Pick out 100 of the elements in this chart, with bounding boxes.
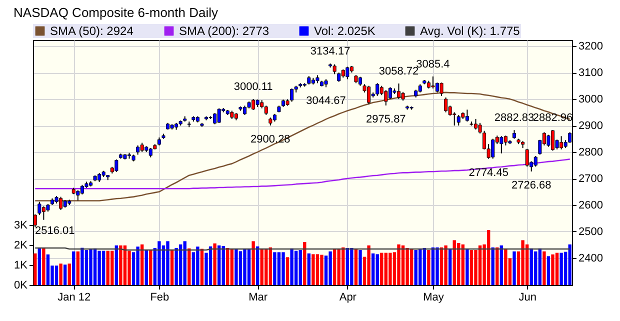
bar xyxy=(422,248,426,285)
bar xyxy=(470,250,474,285)
candlestick xyxy=(217,108,221,124)
y-tick-label: 3100 xyxy=(578,67,603,80)
annotation: 3044.67 xyxy=(306,95,346,108)
bar xyxy=(178,244,182,285)
annotation: 2975.87 xyxy=(366,113,406,126)
x-tick-label: May xyxy=(423,292,444,304)
bar xyxy=(46,254,50,285)
bar xyxy=(521,240,524,285)
bar xyxy=(188,248,191,285)
annotation: 3134.17 xyxy=(310,46,350,58)
bar xyxy=(436,247,439,285)
bar xyxy=(144,250,148,285)
bar xyxy=(222,246,225,285)
candlestick xyxy=(431,76,435,89)
x-tick-label: Jun xyxy=(518,292,536,304)
bar xyxy=(358,250,362,285)
y2-tick-label: 0K xyxy=(14,280,28,292)
bar xyxy=(273,252,276,285)
bar xyxy=(342,247,345,285)
x-tick-label: Mar xyxy=(248,292,268,304)
bar xyxy=(534,251,538,285)
bar xyxy=(418,248,422,285)
line-series xyxy=(34,158,571,190)
candlestick xyxy=(376,82,380,96)
candlestick xyxy=(500,136,504,154)
bar xyxy=(123,245,127,285)
annotation: 3000.11 xyxy=(234,81,273,94)
bar xyxy=(268,247,272,285)
bar xyxy=(504,249,508,285)
candlestick xyxy=(346,66,350,80)
bar xyxy=(478,245,482,285)
bar xyxy=(72,251,76,285)
annotation: 2882.83 xyxy=(494,112,534,124)
bar xyxy=(256,246,260,285)
bar xyxy=(491,247,494,285)
bar xyxy=(371,253,375,285)
y-tick-label: 2700 xyxy=(578,173,603,186)
x-tick-label: Jan 12 xyxy=(58,292,91,304)
bar xyxy=(208,246,212,285)
bar xyxy=(551,254,554,285)
bar xyxy=(140,244,144,285)
bar xyxy=(264,249,268,285)
bar xyxy=(337,249,340,285)
bar xyxy=(316,254,320,285)
annotation: 2516.01 xyxy=(35,225,75,237)
bar xyxy=(525,244,529,285)
bar xyxy=(286,257,290,285)
bar xyxy=(461,244,465,285)
candlestick xyxy=(525,148,529,168)
bar xyxy=(34,253,37,285)
bar xyxy=(367,245,370,285)
bar xyxy=(444,245,448,285)
bar xyxy=(542,251,546,285)
bar xyxy=(307,253,311,285)
bar xyxy=(376,254,379,285)
bar xyxy=(290,248,294,285)
y2-tick-label: 3K xyxy=(14,220,28,232)
bar xyxy=(110,250,114,285)
bar xyxy=(500,245,504,285)
bar xyxy=(303,242,306,285)
bar xyxy=(226,248,230,285)
bar xyxy=(106,250,110,285)
bar xyxy=(452,240,456,285)
bar xyxy=(457,243,460,285)
bar xyxy=(196,246,200,285)
bar xyxy=(401,245,405,285)
legend-label: SMA (50): 2924 xyxy=(50,24,134,38)
candlestick xyxy=(546,134,550,148)
bar xyxy=(410,249,414,285)
y-tick-label: 3000 xyxy=(578,94,603,106)
bar xyxy=(406,248,409,285)
legend-label: Vol: 2.025K xyxy=(314,24,376,38)
bar xyxy=(328,251,332,285)
annotation: 2774.45 xyxy=(468,166,508,179)
candlestick xyxy=(491,138,495,160)
y-tick-label: 3200 xyxy=(578,40,603,53)
bar xyxy=(388,252,392,285)
y-tick-label: 2600 xyxy=(578,200,603,212)
candlestick xyxy=(478,122,482,134)
candlestick xyxy=(444,96,448,113)
bar xyxy=(213,243,216,285)
bar xyxy=(243,248,246,285)
chart-title: NASDAQ Composite 6-month Daily xyxy=(14,5,219,20)
bar xyxy=(42,248,46,285)
bar xyxy=(136,246,140,285)
x-tick-label: Feb xyxy=(150,292,170,304)
candlestick xyxy=(384,90,388,106)
annotation: 2882.96 xyxy=(532,112,573,124)
bar xyxy=(247,248,251,285)
bar xyxy=(162,245,166,285)
bar xyxy=(538,248,542,285)
bar xyxy=(324,256,328,285)
bar xyxy=(93,248,97,285)
annotation: 3058.72 xyxy=(378,66,419,78)
candlestick xyxy=(148,148,152,158)
bar xyxy=(238,251,242,285)
bar xyxy=(555,252,559,285)
bar xyxy=(546,256,550,285)
